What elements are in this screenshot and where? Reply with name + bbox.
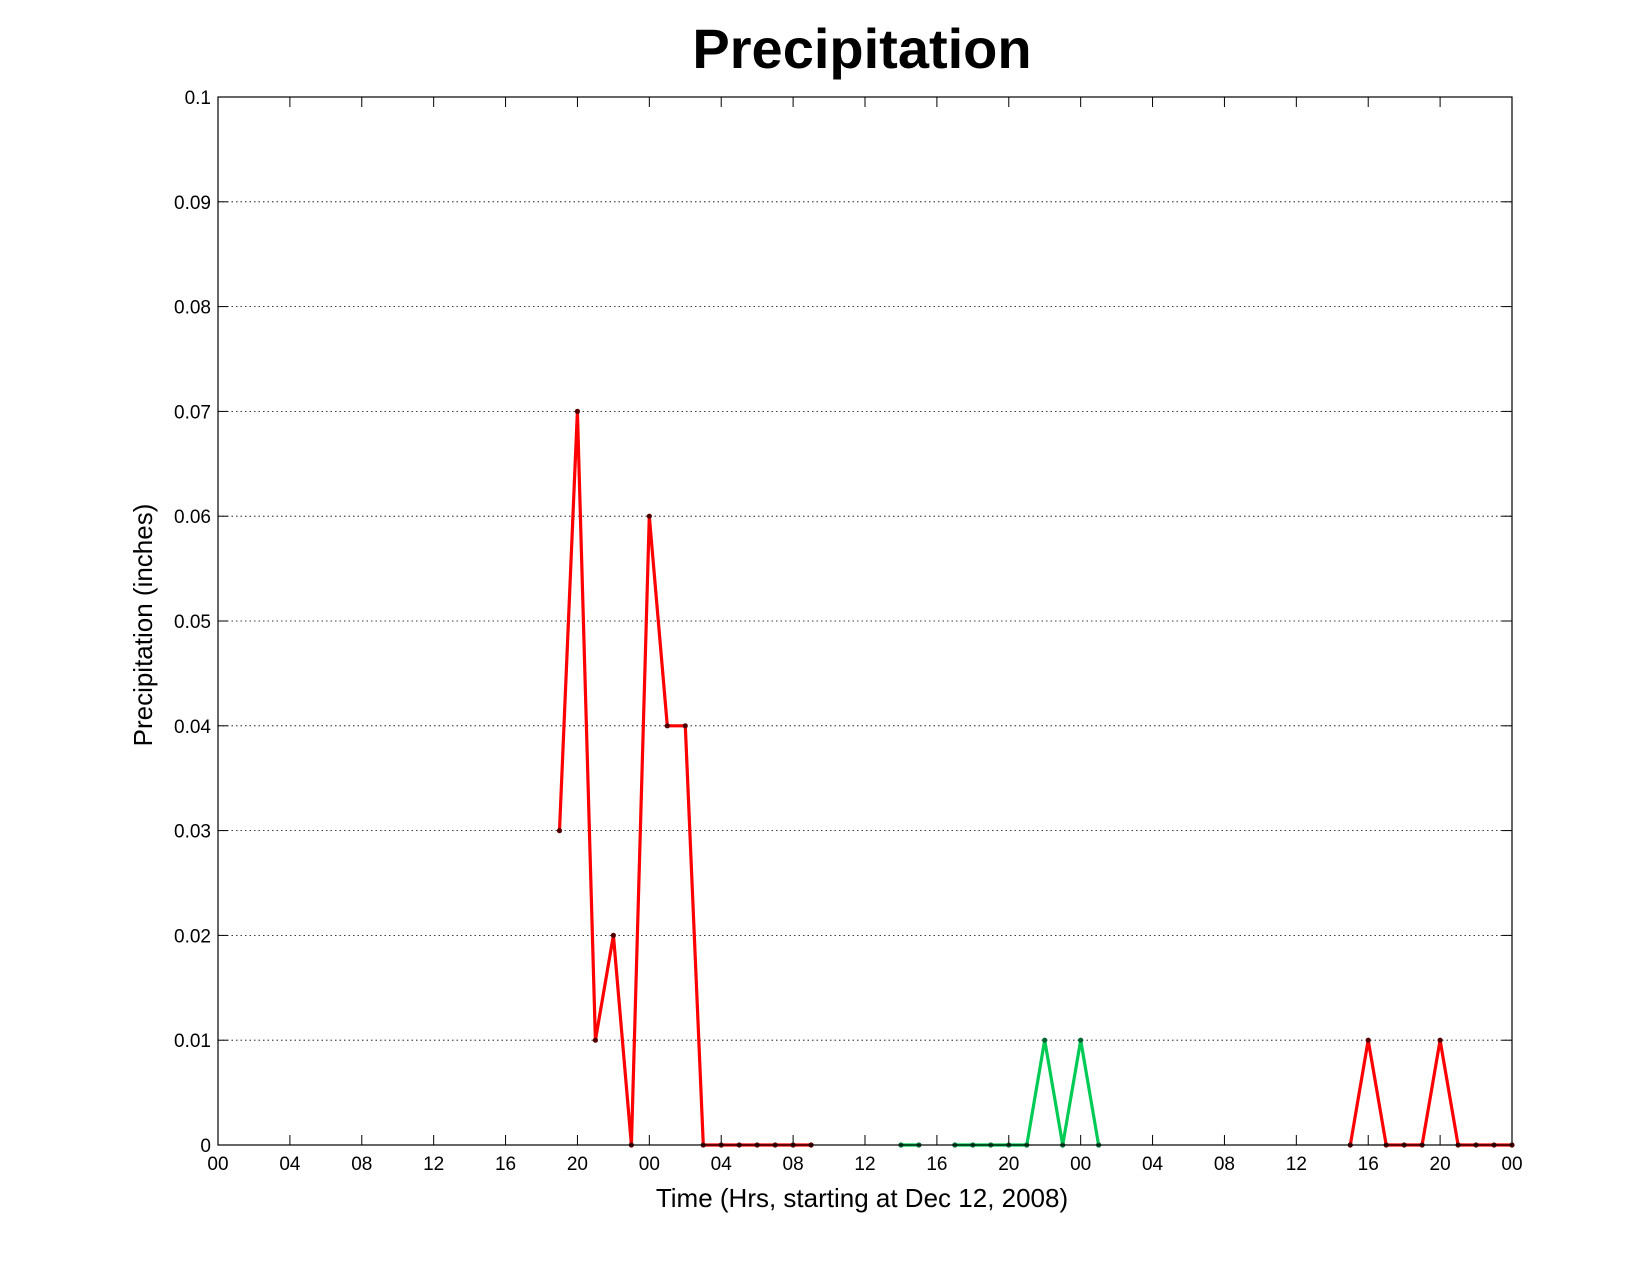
x-tick-label: 20 xyxy=(1430,1154,1451,1175)
data-point xyxy=(610,932,616,939)
x-tick-label: 00 xyxy=(639,1154,660,1175)
x-axis-label: Time (Hrs, starting at Dec 12, 2008) xyxy=(656,1183,1068,1213)
y-tick-label: 0.06 xyxy=(174,507,211,528)
x-tick-label: 08 xyxy=(783,1154,804,1175)
y-tick-label: 0 xyxy=(200,1136,211,1157)
x-tick-label: 20 xyxy=(998,1154,1019,1175)
data-point xyxy=(1078,1037,1084,1043)
y-axis-label: Precipitation (inches) xyxy=(128,504,158,747)
data-point xyxy=(682,723,688,729)
data-point xyxy=(664,723,670,729)
x-tick-label: 04 xyxy=(279,1154,301,1175)
data-point xyxy=(1437,1037,1443,1043)
x-tick-label: 12 xyxy=(423,1154,444,1175)
y-tick-label: 0.1 xyxy=(185,88,211,109)
y-tick-label: 0.09 xyxy=(174,193,211,214)
data-point xyxy=(646,513,652,519)
x-tick-label: 00 xyxy=(1070,1154,1091,1175)
y-tick-label: 0.02 xyxy=(174,926,211,947)
x-tick-label: 16 xyxy=(926,1154,947,1175)
x-tick-label: 04 xyxy=(711,1154,733,1175)
x-tick-label: 12 xyxy=(854,1154,875,1175)
tick-layer: 0 0.01 0.02 0.03 0.04 0.05 0.06 0.07 0.08 0.09 0.1… xyxy=(174,88,1523,1175)
x-tick-label: 20 xyxy=(567,1154,588,1175)
data-point xyxy=(592,1037,599,1043)
y-tick-label: 0.04 xyxy=(174,717,211,738)
y-tick-label: 0.01 xyxy=(174,1031,211,1052)
x-tick-label: 08 xyxy=(351,1154,372,1175)
x-tick-label: 12 xyxy=(1286,1154,1307,1175)
x-tick-label: 08 xyxy=(1214,1154,1235,1175)
y-tick-label: 0.07 xyxy=(174,402,211,423)
data-point xyxy=(556,828,563,834)
chart-title: Precipitation xyxy=(692,17,1031,80)
y-tick-label: 0.08 xyxy=(174,298,211,319)
y-tick-label: 0.05 xyxy=(174,612,211,633)
x-tick-label: 04 xyxy=(1142,1154,1164,1175)
data-point xyxy=(1042,1037,1048,1043)
x-tick-label: 16 xyxy=(495,1154,516,1175)
x-tick-label: 16 xyxy=(1358,1154,1379,1175)
y-tick-label: 0.03 xyxy=(174,822,211,843)
data-point xyxy=(1365,1037,1371,1043)
x-tick-label: 00 xyxy=(207,1154,228,1175)
data-point xyxy=(574,408,581,414)
x-tick-label: 00 xyxy=(1501,1154,1522,1175)
